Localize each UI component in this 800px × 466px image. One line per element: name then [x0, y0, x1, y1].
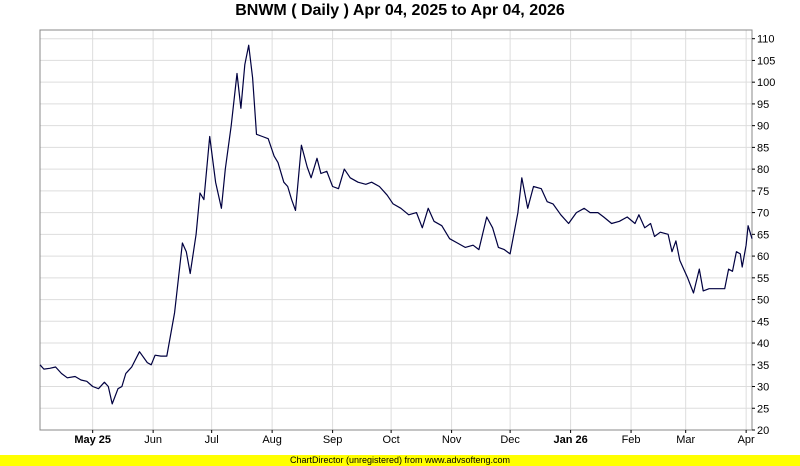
y-tick-label: 80 — [757, 164, 769, 176]
x-tick-label: Oct — [383, 434, 400, 446]
y-tick-label: 35 — [757, 360, 769, 372]
y-tick-label: 20 — [757, 425, 769, 437]
price-line — [39, 44, 753, 405]
x-tick-label: Aug — [262, 434, 282, 446]
y-tick-label: 95 — [757, 99, 769, 111]
y-tick-label: 55 — [757, 273, 769, 285]
plot-area — [39, 29, 753, 431]
y-axis-labels: 20 25 30 35 40 45 50 55 60 65 70 75 80 85 90 95 100 105 11… — [757, 34, 775, 437]
y-tick-label: 65 — [757, 229, 769, 241]
y-tick-label: 100 — [757, 77, 775, 89]
x-axis-labels: May 25 Jun Jul Aug Sep Oct Nov Dec Jan 26 Feb Mar A… — [74, 434, 755, 446]
y-tick-label: 105 — [757, 55, 775, 67]
y-tick-label: 30 — [757, 382, 769, 394]
y-tick-label: 110 — [757, 34, 775, 46]
x-tick-label: Sep — [323, 434, 343, 446]
y-tick-label: 50 — [757, 295, 769, 307]
price-series — [39, 44, 753, 405]
y-tick-label: 90 — [757, 121, 769, 133]
x-tick-label: Dec — [500, 434, 520, 446]
x-tick-label: Jan 26 — [553, 434, 587, 446]
x-tick-label: Jul — [205, 434, 219, 446]
x-tick-label: Nov — [442, 434, 462, 446]
y-tick-label: 45 — [757, 316, 769, 328]
x-tick-label: Apr — [738, 434, 755, 446]
y-tick-label: 70 — [757, 208, 769, 220]
y-tick-label: 85 — [757, 142, 769, 154]
y-tick-label: 40 — [757, 338, 769, 350]
y-tick-label: 25 — [757, 403, 769, 415]
y-tick-label: 60 — [757, 251, 769, 263]
grid-lines — [40, 30, 752, 431]
x-tick-label: Mar — [676, 434, 695, 446]
chart-title: BNWM ( Daily ) Apr 04, 2025 to Apr 04, 2… — [235, 2, 565, 19]
x-tick-label: Jun — [144, 434, 162, 446]
x-tick-label: May 25 — [74, 434, 111, 446]
axis-ticks — [92, 38, 755, 433]
x-tick-label: Feb — [622, 434, 641, 446]
footer-banner: ChartDirector (unregistered) from www.ad… — [0, 455, 800, 466]
y-tick-label: 75 — [757, 186, 769, 198]
